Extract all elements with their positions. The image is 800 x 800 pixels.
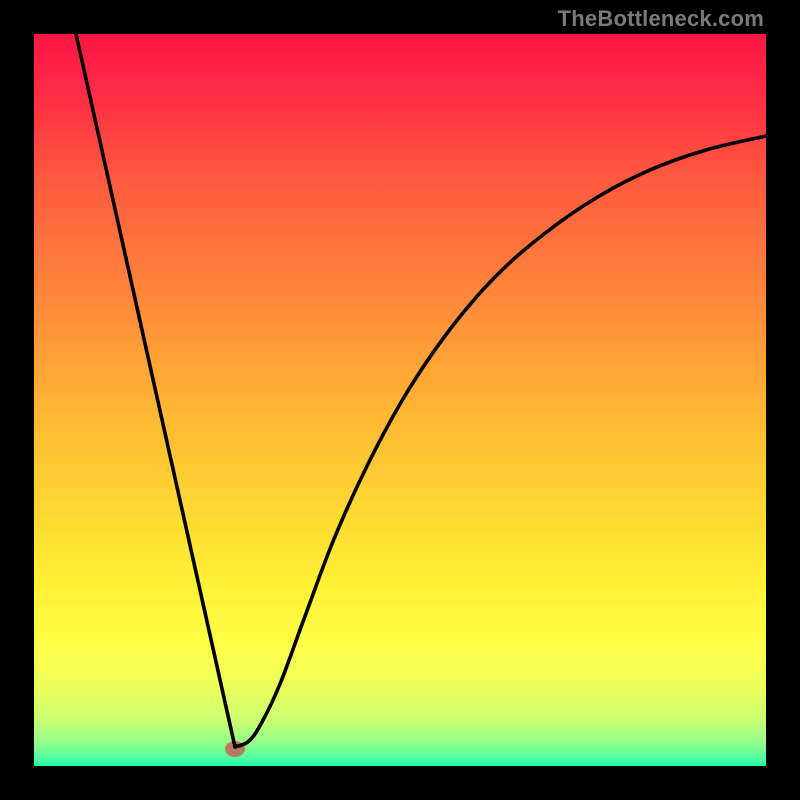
plot-area [34, 34, 766, 766]
bottleneck-curve [34, 34, 766, 766]
chart-container: TheBottleneck.com [0, 0, 800, 800]
watermark-text: TheBottleneck.com [558, 6, 764, 32]
curve-path [76, 34, 766, 747]
